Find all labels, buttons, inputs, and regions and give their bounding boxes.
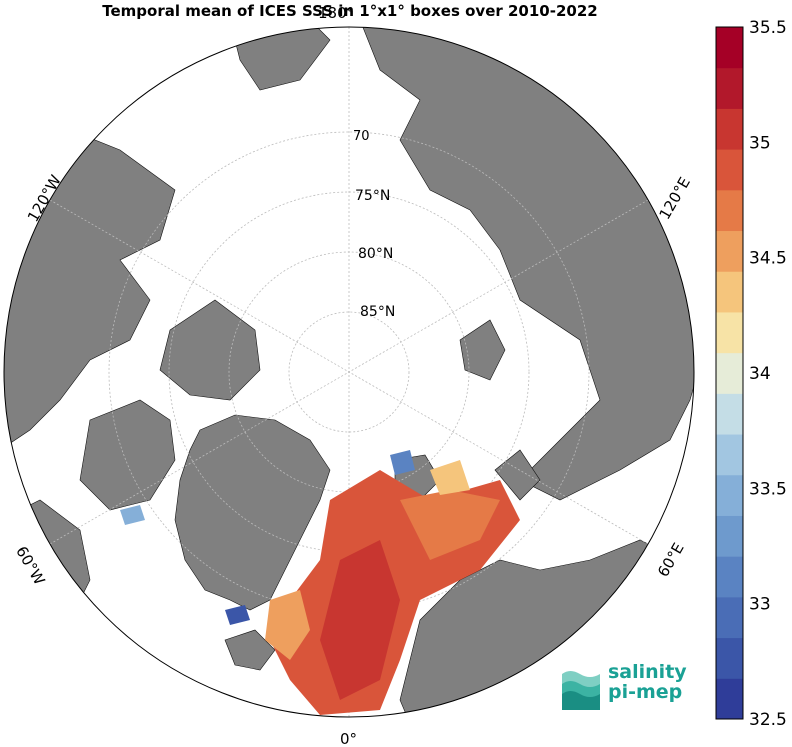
colorbar-cell xyxy=(716,434,743,476)
colorbar-cell xyxy=(716,556,743,598)
colorbar-frame xyxy=(715,26,744,720)
colorbar-cell xyxy=(716,108,743,150)
wave-logo-icon xyxy=(562,671,600,710)
salinity-pi-mep-logo: salinity pi-mep xyxy=(560,660,700,720)
colorbar-cell xyxy=(716,271,743,313)
colorbar-cell xyxy=(716,393,743,435)
colorbar-tick-label: 35 xyxy=(749,133,771,153)
lon-label-180: 180° xyxy=(318,4,354,22)
colorbar-cell xyxy=(716,149,743,191)
colorbar-tick-label: 33.5 xyxy=(749,479,787,499)
colorbar-tick-label: 34 xyxy=(749,364,771,384)
ellesmere xyxy=(159,299,261,401)
colorbar-tick-label: 33 xyxy=(749,595,771,615)
lat-label-75: 75°N xyxy=(355,188,390,204)
colorbar-cell xyxy=(716,67,743,109)
map-boundary xyxy=(3,26,695,718)
colorbar-ticks: 35.5 35 34.5 34 33.5 33 32.5 xyxy=(749,18,787,730)
baffin-island xyxy=(79,399,176,511)
logo-text-pi-mep: pi-mep xyxy=(608,681,683,703)
map-title: Temporal mean of ICES SSS in 1°x1° boxes… xyxy=(102,2,598,20)
colorbar-cell xyxy=(716,678,743,720)
severnaya-zemlya xyxy=(459,319,506,381)
colorbar-cell xyxy=(716,189,743,232)
colorbar-cell xyxy=(716,474,743,516)
novaya-zemlya xyxy=(494,449,541,501)
colorbar-tick-label: 32.5 xyxy=(749,710,787,730)
iceland xyxy=(224,629,276,671)
colorbar-cell xyxy=(716,230,743,272)
lat-label-85: 85°N xyxy=(360,304,395,320)
colorbar-cell xyxy=(716,352,743,394)
colorbar-cell xyxy=(716,311,743,354)
lat-label-80: 80°N xyxy=(358,246,393,262)
lon-label-0: 0° xyxy=(340,730,357,747)
logo-text-salinity: salinity xyxy=(608,661,687,683)
colorbar-cell xyxy=(716,596,743,639)
colorbar-tick-label: 34.5 xyxy=(749,249,787,269)
colorbar-cell xyxy=(716,515,743,557)
colorbar-cell xyxy=(716,637,743,679)
salinity-data xyxy=(120,450,520,715)
colorbar-cell xyxy=(716,27,743,69)
colorbar-tick-label: 35.5 xyxy=(749,18,787,38)
lat-label-70: 70 xyxy=(353,129,370,144)
colorbar-cells xyxy=(716,27,743,720)
